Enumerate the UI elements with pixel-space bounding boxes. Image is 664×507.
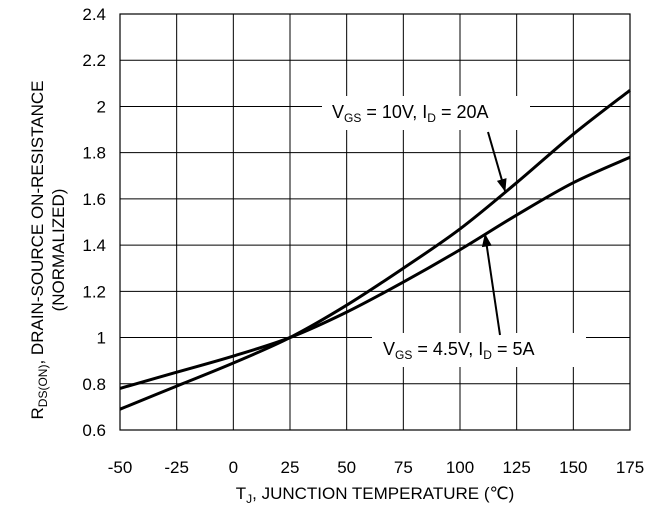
y-tick-label: 1 (97, 329, 106, 348)
x-tick-label: 150 (559, 458, 587, 477)
annotation-background (322, 96, 530, 130)
y-tick-label: 1.2 (82, 282, 106, 301)
annotation-1: VGS = 10V, ID = 20A (322, 96, 530, 193)
y-tick-label: 1.8 (82, 144, 106, 163)
annotation-background (372, 333, 586, 367)
annotation-2: VGS = 4.5V, ID = 5A (372, 233, 586, 367)
x-tick-label: -50 (108, 458, 133, 477)
y-axis-title: RDS(ON), DRAIN-SOURCE ON-RESISTANCE (28, 81, 50, 420)
y-tick-label: 2 (97, 97, 106, 116)
x-tick-label: -25 (164, 458, 189, 477)
y-tick-label: 0.8 (82, 375, 106, 394)
annotation-label: VGS = 4.5V, ID = 5A (383, 339, 534, 362)
y-axis-title-line2: (NORMALIZED) (49, 189, 68, 312)
x-tick-label: 100 (446, 458, 474, 477)
y-tick-label: 1.6 (82, 190, 106, 209)
y-tick-label: 2.4 (82, 5, 106, 24)
plot-frame (119, 13, 631, 431)
x-tick-label: 0 (229, 458, 238, 477)
series-line-2 (119, 155, 631, 390)
x-tick-label: 25 (281, 458, 300, 477)
series-lines (119, 89, 631, 411)
x-axis-title: TJ, JUNCTION TEMPERATURE (℃) (236, 484, 515, 506)
x-tick-labels: -50 -25 0 25 50 75 100 125 150 175 (108, 458, 644, 477)
y-tick-label: 1.4 (82, 236, 106, 255)
annotations: VGS = 10V, ID = 20A VGS = 4.5V, ID = 5A (322, 96, 586, 367)
annotation-leader (483, 233, 501, 336)
annotation-label: VGS = 10V, ID = 20A (332, 102, 488, 125)
x-tick-label: 50 (337, 458, 356, 477)
y-tick-labels: 0.6 0.8 1 1.2 1.4 1.6 1.8 2 2.2 2.4 (82, 5, 106, 440)
annotation-arrowhead (481, 233, 492, 248)
annotation-arrowhead (496, 178, 507, 192)
x-tick-label: 175 (616, 458, 644, 477)
x-tick-label: 125 (502, 458, 530, 477)
y-tick-label: 2.2 (82, 51, 106, 70)
x-tick-label: 75 (394, 458, 413, 477)
series-line-1 (119, 89, 631, 411)
y-tick-label: 0.6 (82, 421, 106, 440)
